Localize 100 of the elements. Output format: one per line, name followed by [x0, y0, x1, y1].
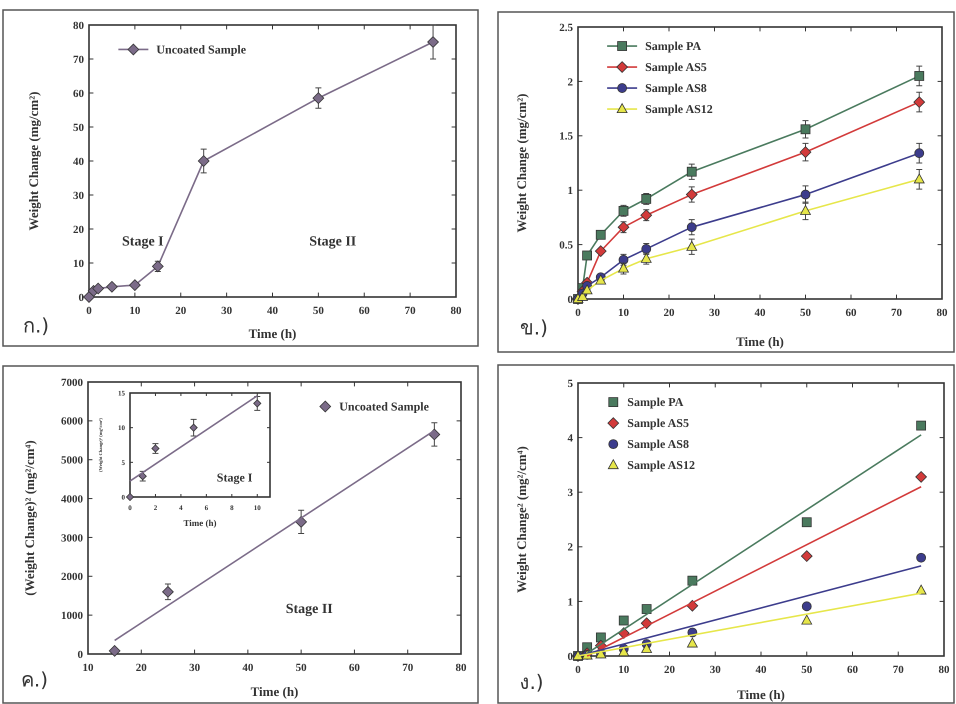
legend-label: Sample AS5 — [645, 60, 707, 74]
y-tick-label: 2 — [568, 542, 574, 554]
y-axis-title: Weight Change (mg/cm²) — [514, 94, 529, 232]
point — [802, 517, 812, 528]
y-tick-label: 1000 — [61, 610, 84, 622]
point — [686, 188, 698, 200]
x-tick-label: 80 — [456, 662, 467, 674]
x-tick-label: 0 — [575, 307, 582, 319]
y-tick-label: 3000 — [61, 532, 84, 544]
y-tick-label: 30 — [73, 190, 84, 202]
point — [594, 245, 607, 257]
y-tick-label: 20 — [73, 224, 84, 236]
point — [687, 638, 698, 648]
point — [800, 550, 813, 562]
x-tick-label: 60 — [348, 662, 360, 674]
point — [253, 399, 262, 408]
x-tick-label: 20 — [664, 664, 676, 676]
x-tick-label: 10 — [618, 307, 630, 319]
legend-label: Sample AS12 — [645, 102, 713, 116]
point — [582, 250, 592, 260]
x-tick-label: 80 — [450, 305, 462, 317]
x-tick-label: 30 — [710, 664, 722, 676]
legend-label: Uncoated Sample — [339, 399, 430, 414]
y-tick-label: 0.5 — [559, 239, 574, 252]
x-tick-label: 0 — [575, 664, 582, 676]
text: ง.) — [519, 670, 544, 694]
x-tick-label: 30 — [189, 662, 201, 674]
point — [618, 616, 629, 626]
x-tick-label: 40 — [242, 662, 254, 674]
point — [106, 281, 118, 293]
x-tick-label: 10 — [618, 664, 630, 676]
point — [83, 291, 95, 303]
y-tick-label: 7000 — [61, 376, 84, 389]
text: ก.) — [22, 313, 50, 338]
y-tick-label: 1.5 — [559, 130, 574, 143]
point — [686, 166, 697, 177]
x-axis-title: Time (h) — [250, 684, 298, 699]
point — [686, 222, 697, 232]
x-tick-label: 30 — [709, 307, 720, 319]
annotation: Stage I — [122, 234, 164, 250]
y-tick-label: 50 — [73, 122, 84, 134]
x-tick-label: 40 — [754, 307, 766, 319]
x-tick-label: 30 — [221, 305, 233, 317]
y-tick-label: 10 — [73, 258, 84, 270]
x-tick-label: 50 — [800, 307, 812, 319]
x-tick-label: 50 — [296, 662, 308, 674]
point — [915, 471, 927, 483]
y-tick-label: 6000 — [61, 416, 84, 428]
x-tick-label: 60 — [846, 307, 857, 319]
y-tick-label: 0 — [78, 648, 84, 661]
point — [916, 420, 926, 430]
point — [913, 96, 926, 108]
x-tick-label: 40 — [756, 664, 767, 676]
x-tick-label: 20 — [664, 307, 675, 319]
legend-label: Sample AS5 — [627, 416, 689, 430]
point — [582, 284, 592, 294]
x-tick-label: 20 — [175, 305, 187, 317]
point — [152, 260, 164, 272]
y-tick-label: 4 — [568, 432, 574, 444]
annotation: Stage II — [286, 602, 333, 618]
point — [686, 240, 698, 251]
x-axis-title: Time (h) — [248, 326, 296, 341]
point — [577, 291, 588, 301]
x-tick-label: 80 — [936, 307, 948, 319]
point — [800, 190, 810, 200]
x-tick-label: 50 — [801, 664, 813, 676]
y-tick-label: 5 — [568, 378, 574, 390]
y-tick-label: 80 — [73, 20, 84, 32]
y-tick-label: 40 — [73, 156, 84, 168]
point — [914, 148, 924, 158]
annotation: Stage I — [216, 470, 253, 484]
point — [914, 174, 925, 184]
point — [162, 586, 174, 598]
y-tick-label: 0 — [568, 294, 574, 306]
x-axis-title: Time (h) — [737, 687, 785, 702]
x-tick-label: 10 — [129, 305, 141, 317]
text: ข.) — [520, 315, 548, 340]
x-axis-title: Time (h) — [183, 518, 217, 528]
legend-label: Sample PA — [645, 39, 702, 54]
point — [800, 205, 811, 215]
y-tick-label: 4000 — [61, 493, 84, 506]
x-tick-label: 70 — [892, 664, 904, 676]
legend-label: Sample AS8 — [645, 81, 707, 96]
y-tick-label: 60 — [73, 88, 84, 100]
y-axis-title: Weight Change (mg/cm²) — [26, 92, 41, 230]
point — [916, 552, 926, 563]
annotation: Stage II — [309, 234, 356, 250]
y-axis-title: (Weight Change)² (mg²/cm⁴) — [22, 440, 37, 596]
point — [312, 92, 324, 104]
x-tick-label: 70 — [402, 662, 414, 674]
legend-label: Sample AS8 — [627, 437, 689, 452]
x-tick-label: 60 — [358, 305, 370, 317]
y-tick-label: 2 — [568, 76, 574, 88]
y-tick-label: 2000 — [61, 571, 84, 584]
y-tick-label: 1 — [568, 185, 573, 198]
legend-label: Sample PA — [627, 395, 684, 410]
point — [641, 643, 652, 653]
x-tick-label: 80 — [938, 664, 950, 676]
x-tick-label: 0 — [86, 305, 92, 317]
point — [190, 424, 198, 432]
